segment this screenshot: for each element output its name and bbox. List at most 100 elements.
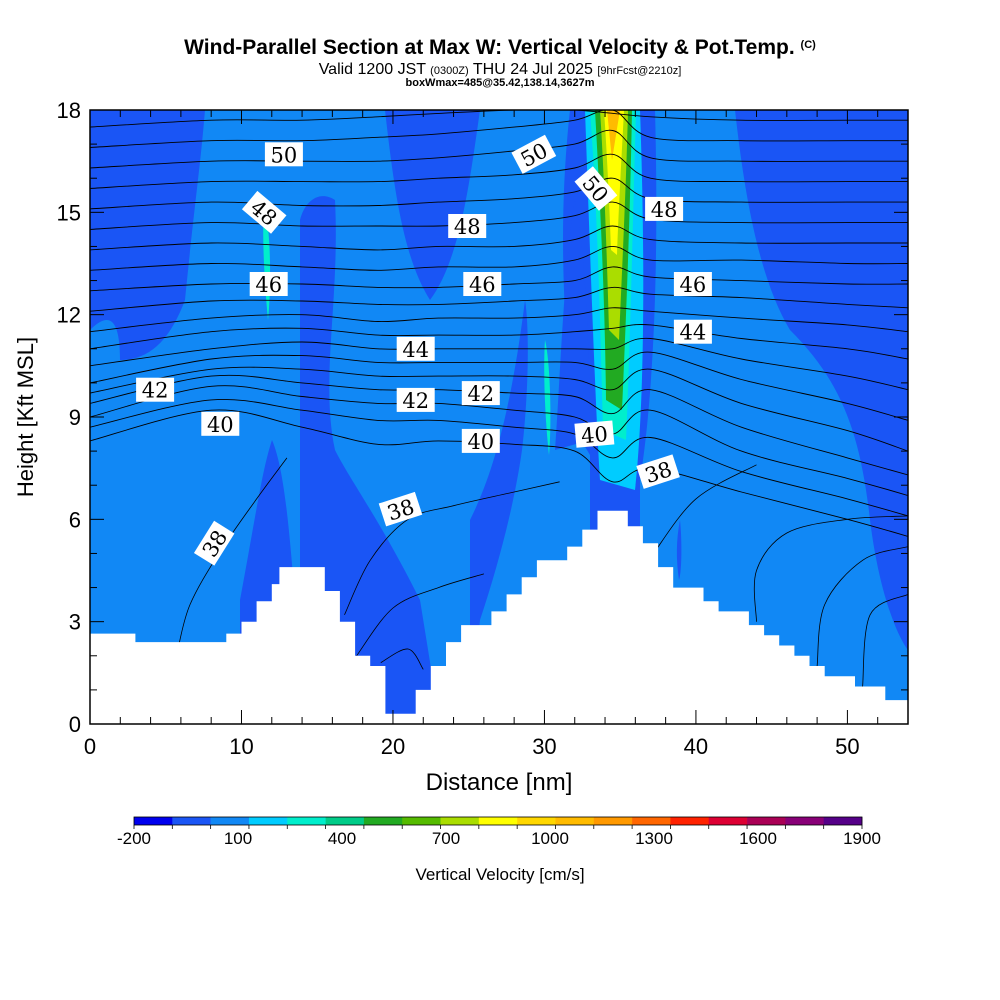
low-level-contour [753,515,908,622]
isentrope-line [90,225,908,251]
colorbar-swatch [632,817,671,825]
low-level-contour [344,481,560,615]
isentrope-line [90,307,908,333]
pot-temp-label-box [201,411,240,436]
pot-temp-label-box [673,319,712,344]
colorbar-tick-label: 1600 [739,829,777,848]
x-tick-label: 50 [835,734,859,759]
pot-temp-label-text: 46 [469,273,496,297]
y-tick-label: 18 [57,98,81,123]
pot-temp-label-box [463,272,502,296]
pot-temp-label: 46 [463,272,502,297]
y-tick-label: 3 [69,610,81,635]
downdraft-pocket [676,520,682,580]
pot-temp-label: 44 [396,336,435,362]
colorbar: -200 100 400 700 1000 1300 1600 1900 [117,816,881,848]
colorbar-swatch [440,817,480,825]
pot-temp-label-text: 40 [467,430,494,454]
x-axis-label: Distance [nm] [426,769,573,796]
y-tick-label: 15 [57,200,81,225]
low-level-contour [653,464,757,554]
terrain-mask [90,510,908,724]
forecast-info: [9hrFcst@2210z] [597,65,682,77]
pot-temp-label-text: 46 [680,273,707,297]
pot-temp-label: 44 [673,319,712,345]
x-tick-label: 0 [84,734,96,759]
pot-temp-label-box [396,336,435,361]
valid-date: THU 24 Jul 2025 [472,61,593,78]
low-level-contour [862,594,908,687]
pot-temp-label-box [241,190,287,234]
y-tick-label: 0 [69,712,81,737]
low-level-contour [356,573,485,657]
colorbar-swatch [248,817,288,825]
colorbar-label: Vertical Velocity [cm/s] [415,865,584,884]
valid-utc: (0300Z) [430,65,469,77]
colorbar-swatch [708,817,748,825]
colorbar-swatch [593,817,633,825]
pot-temp-label-text: 44 [680,321,707,345]
colorbar-swatch [134,817,173,825]
chart-title: Wind-Parallel Section at Max W: Vertical… [0,36,1000,60]
pot-temp-label-box [574,420,615,448]
pot-temp-label-box [396,387,435,412]
isentrope-line [90,385,908,496]
isentrope-line [90,351,908,421]
updraft-core-gold [607,110,620,160]
pot-temp-label-text: 48 [651,198,678,222]
y-tick-label: 12 [57,303,81,328]
pot-temp-label-box [574,166,618,211]
colorbar-tick-label: 700 [432,829,460,848]
pot-temp-label: 46 [249,272,288,297]
isentrope-line [90,245,908,271]
pot-temp-label-box [193,520,235,566]
copyright-mark: (C) [800,39,816,51]
isentrope-line [90,110,908,148]
upward-region-right [640,110,908,724]
colorbar-tick-label: 100 [224,829,252,848]
x-tick-label: 30 [532,734,556,759]
isentrope-line [90,398,908,517]
colorbar-swatch [363,817,403,825]
colorbar-swatch [555,817,595,825]
isentrope-line [90,324,908,360]
pot-temp-label: 46 [673,272,712,297]
valid-prefix: Valid 1200 JST [318,61,426,78]
pot-temp-label-box [645,196,684,221]
isentrope-line [90,286,908,312]
colorbar-tick-label: -200 [117,829,151,848]
isentrope-line [90,374,908,476]
pot-temp-label-box [378,491,423,527]
colorbar-swatch [747,817,786,825]
pot-temp-label-box [461,381,500,406]
pot-temp-label-box [249,272,288,296]
pot-temp-label: 50 [264,142,303,167]
y-tick-label: 6 [69,507,81,532]
colorbar-swatch [478,817,518,825]
pot-temp-label: 48 [241,190,287,234]
colorbar-swatch [670,817,710,825]
x-tick-label: 40 [684,734,708,759]
pot-temp-label-text: 44 [402,338,429,362]
pot-temp-label: 48 [645,196,684,222]
pot-temp-label: 40 [574,420,615,448]
x-tick-label: 20 [381,734,405,759]
colorbar-swatch [402,817,441,825]
low-level-contour [816,546,908,667]
subsidence-band-4 [555,200,590,450]
colorbar-swatch [785,817,824,825]
pot-temp-label-text: 46 [255,273,282,297]
pot-temp-label: 48 [448,214,487,239]
y-tick-label: 9 [69,405,81,430]
pot-temp-label-box [136,377,175,402]
pot-temp-label-box [636,454,680,489]
isentrope-line [90,366,908,452]
low-level-contours [177,457,908,687]
pot-temp-label-box [673,272,712,296]
pot-temp-label-box [511,134,557,174]
pot-temp-label-text: 40 [580,422,609,448]
updraft-core-yellow [604,110,624,255]
